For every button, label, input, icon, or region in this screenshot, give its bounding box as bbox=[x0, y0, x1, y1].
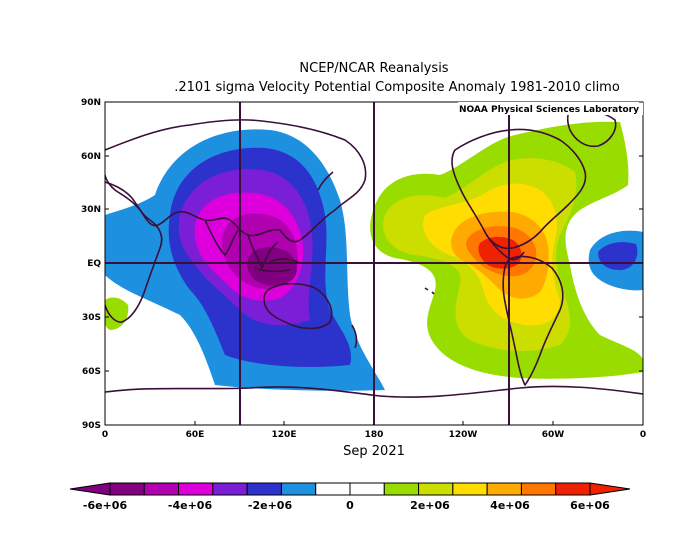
colorbar-swatch bbox=[520, 482, 557, 496]
lat-label-60n: 60N bbox=[81, 152, 101, 162]
lon-label-180: 180 bbox=[365, 430, 384, 440]
colorbar-swatch bbox=[178, 482, 214, 496]
lat-label-30s: 30S bbox=[82, 313, 101, 323]
coast-antarctica bbox=[105, 385, 643, 398]
colorbar-arrow-left bbox=[69, 482, 111, 496]
coast-hawaii bbox=[424, 287, 435, 295]
coast-north-america bbox=[451, 128, 587, 250]
colorbar bbox=[69, 482, 631, 496]
colorbar-swatch bbox=[109, 482, 145, 496]
lon-label-0-right: 0 bbox=[640, 430, 646, 440]
coast-australia bbox=[263, 282, 333, 330]
colorbar-swatch bbox=[452, 482, 488, 496]
colorbar-swatch bbox=[486, 482, 522, 496]
colorbar-swatch bbox=[349, 482, 385, 496]
lat-label-90s: 90S bbox=[82, 421, 101, 431]
coast-india bbox=[204, 219, 239, 256]
colorbar-arrow-right bbox=[589, 482, 631, 496]
neg-contour-max bbox=[247, 247, 297, 286]
map-frame bbox=[104, 101, 644, 426]
colorbar-label-neg4: -4e+06 bbox=[168, 499, 213, 512]
lat-label-30n: 30N bbox=[81, 205, 101, 215]
lat-label-eq: EQ bbox=[87, 259, 101, 269]
colorbar-swatch bbox=[383, 482, 420, 496]
lat-label-90n: 90N bbox=[81, 98, 101, 108]
lon-label-60w: 60W bbox=[542, 430, 565, 440]
lon-label-0-left: 0 bbox=[102, 430, 108, 440]
coast-eurasia bbox=[105, 119, 367, 243]
title-line-2: .2101 sigma Velocity Potential Composite… bbox=[174, 80, 620, 95]
colorbar-swatch bbox=[418, 482, 454, 496]
coast-new-zealand bbox=[351, 324, 358, 349]
coast-africa bbox=[105, 181, 163, 323]
lon-axis: 0 60E 120E 180 120W 60W 0 bbox=[102, 421, 646, 440]
coast-se-asia bbox=[247, 234, 279, 269]
lon-label-120w: 120W bbox=[449, 430, 478, 440]
lat-axis: 90N 60N 30N EQ 30S 60S 90S bbox=[81, 98, 643, 431]
title-line-1: NCEP/NCAR Reanalysis bbox=[299, 61, 448, 76]
coast-south-america bbox=[502, 255, 564, 386]
colorbar-swatch bbox=[212, 482, 248, 496]
colorbar-label-pos6: 6e+06 bbox=[570, 499, 610, 512]
colorbar-label-pos2: 2e+06 bbox=[410, 499, 450, 512]
colorbar-label-pos4: 4e+06 bbox=[490, 499, 530, 512]
coast-japan bbox=[317, 171, 334, 191]
date-label: Sep 2021 bbox=[343, 444, 405, 459]
colorbar-swatch bbox=[280, 482, 317, 496]
lat-label-60s: 60S bbox=[82, 367, 101, 377]
credit-label: NOAA Physical Sciences Laboratory bbox=[459, 105, 639, 115]
colorbar-label-0: 0 bbox=[346, 499, 354, 512]
reference-lines bbox=[105, 102, 643, 425]
colorbar-label-neg6: -6e+06 bbox=[83, 499, 128, 512]
colorbar-label-neg2: -2e+06 bbox=[248, 499, 293, 512]
pos-contour-max bbox=[478, 236, 522, 269]
colorbar-labels: -6e+06 -4e+06 -2e+06 0 2e+06 4e+06 6e+06 bbox=[83, 499, 610, 512]
colorbar-swatch bbox=[246, 482, 282, 496]
colorbar-swatch bbox=[315, 482, 351, 496]
colorbar-swatch bbox=[555, 482, 591, 496]
neg-patch-west bbox=[105, 220, 116, 262]
colorbar-swatch bbox=[143, 482, 180, 496]
lon-label-120e: 120E bbox=[272, 430, 297, 440]
anomaly-field bbox=[105, 102, 643, 425]
credit-box bbox=[458, 102, 643, 115]
coast-indonesia bbox=[254, 258, 299, 273]
lon-label-60e: 60E bbox=[186, 430, 205, 440]
